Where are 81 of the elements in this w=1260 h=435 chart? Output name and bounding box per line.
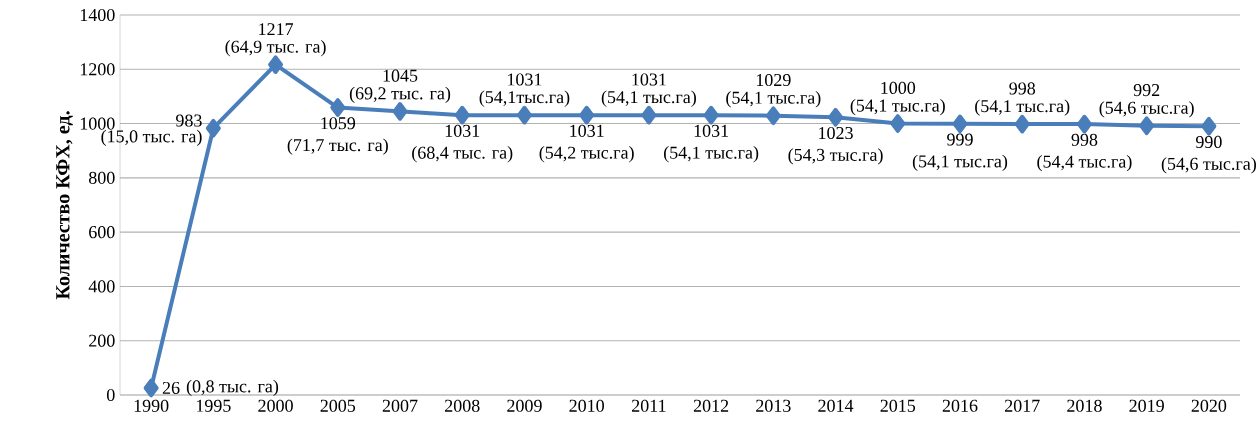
annotation: (54,1 тыс.га) (975, 99, 1070, 116)
data-label: 1031 (632, 73, 666, 86)
x-tick-label: 2016 (942, 399, 978, 412)
point (703, 105, 719, 125)
x-tick-label: 1990 (134, 399, 169, 412)
data-label: 998 (1071, 133, 1098, 146)
point (765, 106, 781, 126)
annotation: (54,1 тыс.га) (664, 146, 759, 163)
y-tick-label: 800 (89, 171, 115, 184)
point (1076, 114, 1092, 134)
x-tick-label: 2008 (445, 399, 480, 412)
data-label: 1000 (881, 81, 916, 94)
data-label: 1059 (321, 117, 356, 130)
annotation: (54,6 тыс.га) (1099, 101, 1194, 118)
x-tick-label: 2018 (1067, 399, 1102, 412)
x-tick-label: 2017 (1005, 399, 1040, 412)
x-tick-label: 2000 (258, 399, 293, 412)
annotation: (71,7 тыс. га) (287, 138, 388, 155)
data-label: 1029 (756, 73, 791, 87)
y-tick-label: 400 (88, 280, 115, 293)
x-tick-label: 2005 (320, 399, 356, 412)
annotation: (54,1тыс.га) (479, 90, 570, 107)
annotation: (54,1 тыс.га) (726, 91, 821, 108)
data-label: 990 (1195, 135, 1222, 149)
data-label: 1217 (259, 23, 294, 36)
annotation: (54,1 тыс.га) (850, 98, 945, 116)
data-label: 1031 (508, 73, 542, 86)
x-tick-label: 2012 (693, 399, 729, 412)
data-label: 1023 (819, 126, 853, 140)
x-tick-label: 2010 (569, 399, 604, 412)
x-tick-label: 2011 (632, 399, 666, 412)
x-tick-label: 2019 (1129, 399, 1164, 412)
point (1014, 114, 1030, 134)
data-label: 26 (162, 381, 180, 394)
point (392, 102, 408, 121)
point (516, 105, 532, 125)
point (1201, 116, 1217, 136)
point (641, 105, 657, 125)
y-tick-label: 1000 (80, 117, 115, 130)
point (890, 114, 906, 133)
y-tick-label: 1400 (80, 8, 115, 22)
data-label: 1031 (445, 124, 480, 137)
point (330, 98, 346, 117)
data-label: 999 (947, 133, 973, 146)
point (268, 55, 284, 74)
point (952, 114, 968, 134)
annotation: (54,1 тыс.га) (912, 154, 1008, 172)
point (828, 107, 844, 127)
y-tick-label: 0 (107, 388, 115, 402)
data-label: 992 (1133, 84, 1160, 97)
annotation: (15,0 тыс. га) (101, 129, 202, 147)
x-tick-label: 2015 (880, 399, 916, 412)
data-label: 983 (176, 114, 202, 127)
annotation: (64,9 тыс. га) (225, 40, 326, 57)
data-label: 1031 (570, 124, 604, 137)
x-tick-label: 1995 (196, 399, 231, 412)
point (1139, 116, 1155, 136)
x-tick-label: 2014 (818, 399, 854, 412)
x-tick-label: 2020 (1191, 399, 1227, 412)
x-tick-label: 2007 (382, 399, 418, 412)
point (579, 105, 595, 125)
data-label: 1031 (694, 124, 729, 137)
annotation: (54,1 тыс.га) (601, 90, 696, 107)
point (143, 378, 159, 398)
y-tick-label: 200 (89, 334, 115, 347)
point (454, 105, 470, 125)
annotation: (68,4 тыс. га) (412, 146, 513, 163)
annotation: (0,8 тыс. га) (186, 379, 279, 397)
annotation: (69,2 тыс. га) (349, 86, 451, 104)
annotation: (54,2 тыс.га) (539, 146, 634, 163)
annotation: (54,3 тыс.га) (788, 148, 883, 165)
data-label: 1045 (383, 69, 418, 82)
point (205, 118, 221, 138)
y-axis-title: Количество КФХ, ед. (56, 111, 73, 300)
y-tick-label: 1200 (80, 63, 115, 76)
x-tick-label: 2009 (507, 399, 542, 412)
annotation: (54,6 тыс.га) (1161, 157, 1256, 174)
data-label: 998 (1009, 82, 1036, 95)
y-tick-label: 600 (89, 226, 115, 239)
x-tick-label: 2013 (756, 399, 791, 412)
annotation: (54,4 тыс.га) (1037, 155, 1132, 172)
